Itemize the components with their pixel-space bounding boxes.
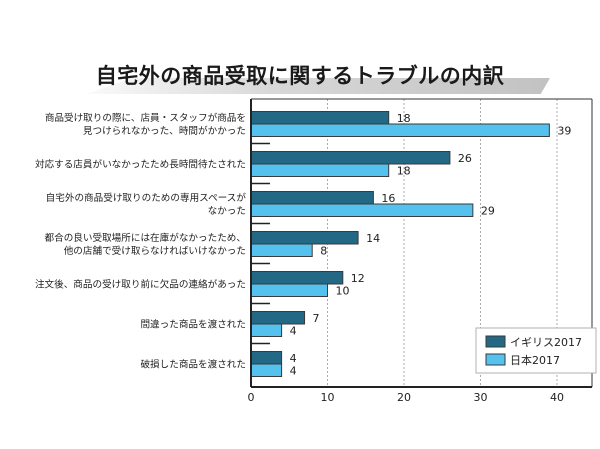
bar-uk xyxy=(250,271,344,285)
legend-swatch xyxy=(485,353,506,366)
bar-japan xyxy=(250,123,550,137)
bar-japan xyxy=(250,323,283,337)
legend: イギリス2017 日本2017 xyxy=(475,327,597,374)
bar-japan xyxy=(250,163,390,177)
category-label: なかった xyxy=(208,206,246,217)
value-label: 7 xyxy=(313,312,320,325)
legend-label: イギリス2017 xyxy=(510,336,582,349)
bar-japan xyxy=(250,283,328,297)
bar-uk xyxy=(250,231,359,245)
title-banner xyxy=(86,78,550,94)
bar-japan xyxy=(250,363,283,377)
legend-swatch xyxy=(485,335,506,348)
bar-uk xyxy=(250,191,374,205)
legend-label: 日本2017 xyxy=(510,353,560,367)
category-label: 他の店舗で受け取らなければいけなかった xyxy=(64,245,246,257)
value-label: 18 xyxy=(397,164,411,177)
x-tick-label: 10 xyxy=(321,391,335,404)
value-label: 12 xyxy=(351,272,365,285)
value-label: 14 xyxy=(366,232,380,245)
bar-uk xyxy=(250,151,451,165)
category-label: 自宅外の商品受け取りのための専用スペースが xyxy=(46,192,247,204)
value-label: 4 xyxy=(290,324,297,337)
bar-japan xyxy=(250,243,313,257)
value-label: 4 xyxy=(290,352,297,365)
plot-frame xyxy=(250,98,593,388)
x-axis-ticks: 0 10 20 30 40 xyxy=(248,391,565,404)
bar-japan xyxy=(250,203,474,217)
bar-uk xyxy=(250,111,390,125)
category-label: 対応する店員がいなかったため長時間待たされた xyxy=(35,159,246,171)
x-tick-label: 20 xyxy=(397,391,411,404)
value-label: 39 xyxy=(557,124,571,137)
category-label: 破損した商品を渡された xyxy=(140,359,246,371)
category-labels: 商品受け取りの際に、店員・スタッフが商品を見つけられなかった、時間がかかった対応… xyxy=(35,112,246,371)
value-label: 29 xyxy=(481,204,495,217)
value-label: 10 xyxy=(336,284,350,297)
bar-uk xyxy=(250,311,306,325)
category-label: 商品受け取りの際に、店員・スタッフが商品を xyxy=(45,112,246,124)
category-label: 見つけられなかった、時間がかかった xyxy=(83,125,246,137)
x-tick-label: 40 xyxy=(550,391,564,404)
chart-title: 自宅外の商品受取に関するトラブルの内訳 xyxy=(95,64,505,88)
value-label: 18 xyxy=(397,112,411,125)
x-tick-label: 30 xyxy=(474,391,488,404)
x-tick-label: 0 xyxy=(248,391,255,404)
value-label: 26 xyxy=(458,152,472,165)
category-label: 注文後、商品の受け取り前に欠品の連絡があった xyxy=(35,279,246,291)
category-label: 都合の良い受取場所には在庫がなかったため、 xyxy=(45,232,246,244)
value-label: 8 xyxy=(320,244,327,257)
bar-uk xyxy=(250,351,283,365)
value-label: 4 xyxy=(290,364,297,377)
category-label: 間違った商品を渡された xyxy=(140,319,246,331)
value-label: 16 xyxy=(381,192,395,205)
